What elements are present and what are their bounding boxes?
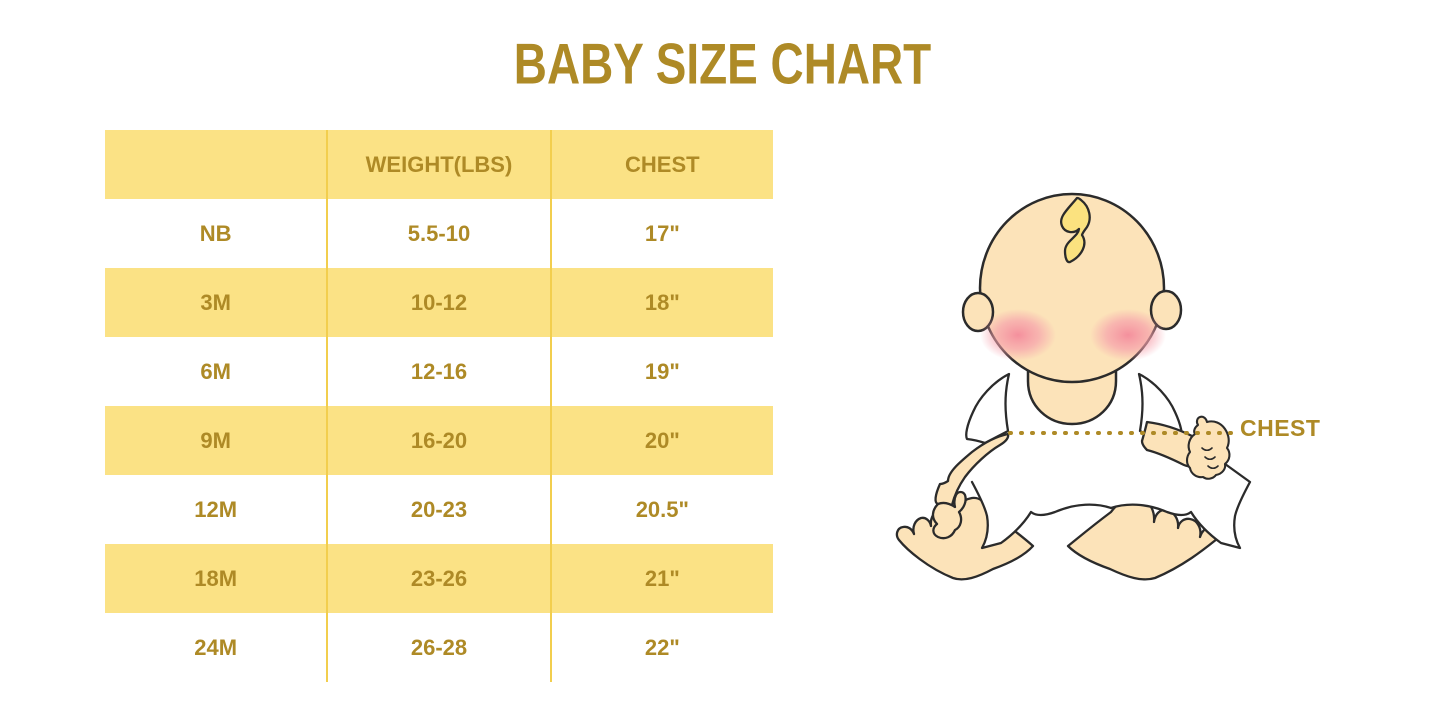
svg-text:CHEST: CHEST — [1240, 415, 1320, 441]
